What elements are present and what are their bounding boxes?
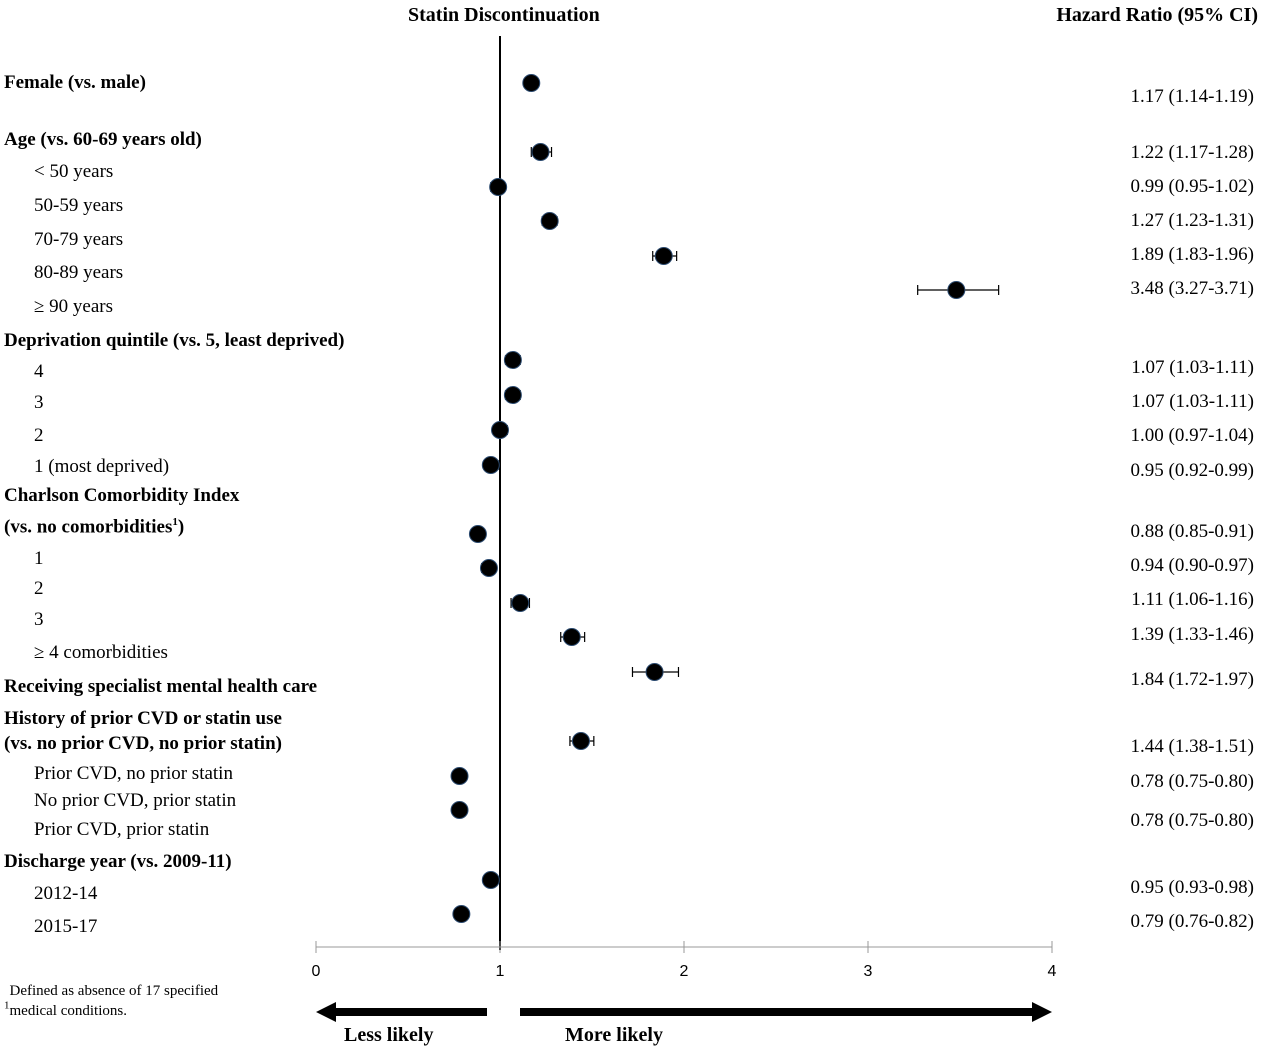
row-label: Discharge year (vs. 2009-11) — [4, 851, 232, 872]
estimate-marker — [450, 801, 469, 819]
chart-title: Statin Discontinuation — [408, 4, 600, 26]
row-label: Prior CVD, no prior statin — [34, 763, 233, 784]
row-label: 1 (most deprived) — [34, 456, 170, 477]
hazard-ratio-text: 0.78 (0.75-0.80) — [1130, 810, 1254, 831]
hazard-ratio-text: 0.88 (0.85-0.91) — [1130, 521, 1254, 542]
x-tick-label: 0 — [312, 963, 321, 980]
estimate-marker — [530, 143, 553, 161]
estimate-marker — [491, 421, 509, 439]
x-tick-label: 2 — [680, 963, 689, 980]
hazard-ratio-text: 0.94 (0.90-0.97) — [1130, 555, 1254, 576]
hazard-ratio-text: 1.89 (1.83-1.96) — [1130, 244, 1254, 265]
row-label: 4 — [34, 361, 44, 382]
hazard-ratio-text: 1.07 (1.03-1.11) — [1131, 391, 1254, 412]
estimate-marker — [652, 247, 678, 265]
row-label: 2015-17 — [34, 916, 98, 937]
row-label: ≥ 4 comorbidities — [34, 642, 168, 663]
hazard-ratio-text: 0.79 (0.76-0.82) — [1130, 911, 1254, 932]
row-label: Prior CVD, prior statin — [34, 819, 210, 840]
hazard-ratio-text: 1.84 (1.72-1.97) — [1130, 669, 1254, 690]
hazard-ratio-text: 1.22 (1.17-1.28) — [1130, 142, 1254, 163]
footnote-marker: 1 — [4, 999, 10, 1012]
less-likely-arrow — [316, 1002, 487, 1022]
row-label: No prior CVD, prior statin — [34, 790, 237, 811]
hazard-ratio-text: 1.44 (1.38-1.51) — [1130, 736, 1254, 757]
footnote: 1Defined as absence of 17 specified medi… — [4, 982, 225, 1021]
estimate-marker — [560, 628, 586, 646]
estimate-marker — [510, 594, 531, 612]
row-label: 70-79 years — [34, 229, 124, 250]
row-label: < 50 years — [34, 161, 114, 182]
estimate-marker — [522, 74, 541, 92]
estimate-marker — [917, 281, 1000, 299]
hazard-ratio-text: 1.27 (1.23-1.31) — [1130, 210, 1254, 231]
estimate-marker — [479, 559, 498, 577]
hazard-ratio-text: 0.78 (0.75-0.80) — [1130, 771, 1254, 792]
hazard-ratio-text: 1.07 (1.03-1.11) — [1131, 357, 1254, 378]
estimate-marker — [503, 351, 522, 369]
estimate-marker — [468, 525, 487, 543]
estimate-marker — [631, 663, 680, 681]
row-label: 2012-14 — [34, 883, 98, 904]
hazard-ratio-text: 0.99 (0.95-1.02) — [1130, 176, 1254, 197]
row-label: 2 — [34, 578, 44, 599]
more-likely-arrow — [520, 1002, 1052, 1022]
estimate-marker — [489, 178, 508, 196]
estimate-marker — [540, 212, 559, 230]
x-tick-label: 3 — [864, 963, 873, 980]
hazard-ratio-text: 3.48 (3.27-3.71) — [1130, 278, 1254, 299]
hazard-ratio-text: 1.39 (1.33-1.46) — [1130, 624, 1254, 645]
hazard-ratio-text: 1.00 (0.97-1.04) — [1130, 425, 1254, 446]
hazard-ratio-header: Hazard Ratio (95% CI) — [1056, 4, 1258, 26]
row-label: (vs. no prior CVD, no prior statin) — [4, 733, 282, 754]
estimate-marker — [452, 905, 471, 923]
x-tick-label: 4 — [1048, 963, 1057, 980]
estimate-marker — [569, 732, 595, 750]
row-label: 80-89 years — [34, 262, 124, 283]
row-label: Deprivation quintile (vs. 5, least depri… — [4, 330, 345, 351]
row-label: Charlson Comorbidity Index — [4, 485, 240, 506]
row-label: 1 — [34, 548, 44, 569]
row-label: ≥ 90 years — [34, 296, 114, 317]
row-label: 50-59 years — [34, 195, 124, 216]
estimate-marker — [481, 871, 500, 889]
hazard-ratio-text: 1.11 (1.06-1.16) — [1131, 589, 1254, 610]
x-tick-label: 1 — [496, 963, 505, 980]
row-label: 3 — [34, 609, 44, 630]
estimate-marker — [481, 456, 500, 474]
row-label: Female (vs. male) — [4, 72, 146, 93]
footnote-text: Defined as absence of 17 specified medic… — [9, 983, 219, 1019]
row-label: Age (vs. 60-69 years old) — [4, 129, 202, 150]
row-label: 2 — [34, 425, 44, 446]
hazard-ratio-text: 0.95 (0.92-0.99) — [1130, 460, 1254, 481]
more-likely-label: More likely — [565, 1024, 663, 1046]
row-label: (vs. no comorbidities1) — [4, 516, 185, 538]
estimate-marker — [503, 386, 522, 404]
estimate-marker — [450, 767, 469, 785]
row-label: 3 — [34, 392, 44, 413]
less-likely-label: Less likely — [344, 1024, 434, 1046]
row-label: Receiving specialist mental health care — [4, 676, 318, 697]
row-label: History of prior CVD or statin use — [4, 708, 282, 729]
hazard-ratio-text: 0.95 (0.93-0.98) — [1130, 877, 1254, 898]
hazard-ratio-text: 1.17 (1.14-1.19) — [1130, 86, 1254, 107]
